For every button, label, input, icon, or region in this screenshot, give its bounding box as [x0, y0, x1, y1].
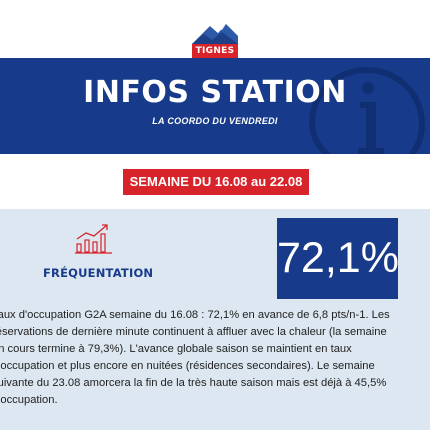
- header-banner: INFOS STATION LA COORDO DU VENDREDI: [0, 58, 430, 154]
- brand-name: TIGNES: [192, 44, 238, 58]
- summary-line: suivante du 23.08 amorcera la fin de la …: [0, 377, 387, 389]
- frequentation-label: FRÉQUENTATION: [43, 266, 154, 280]
- week-badge: SEMAINE DU 16.08 au 22.08: [123, 169, 309, 195]
- page-subtitle: LA COORDO DU VENDREDI: [152, 116, 278, 126]
- top-strip: [0, 0, 430, 8]
- page-title: INFOS STATION: [83, 75, 347, 110]
- info-speech-icon: [308, 66, 426, 154]
- summary-line: Taux d'occupation G2A semaine du 16.08 :…: [0, 309, 390, 321]
- summary-line: en cours termine à 79,3%). L'avance glob…: [0, 343, 352, 355]
- chart-growth-icon: [75, 224, 112, 254]
- tignes-logo: TIGNES: [192, 22, 238, 58]
- mountain-logo-icon: [192, 24, 238, 44]
- summary-line: d'occupation et plus encore en nuitées (…: [0, 360, 375, 372]
- summary-text: Taux d'occupation G2A semaine du 16.08 :…: [0, 307, 430, 409]
- summary-line: d'occupation.: [0, 394, 58, 406]
- summary-line: réservations de dernière minute continue…: [0, 326, 387, 338]
- occupancy-rate: 72,1%: [277, 218, 399, 299]
